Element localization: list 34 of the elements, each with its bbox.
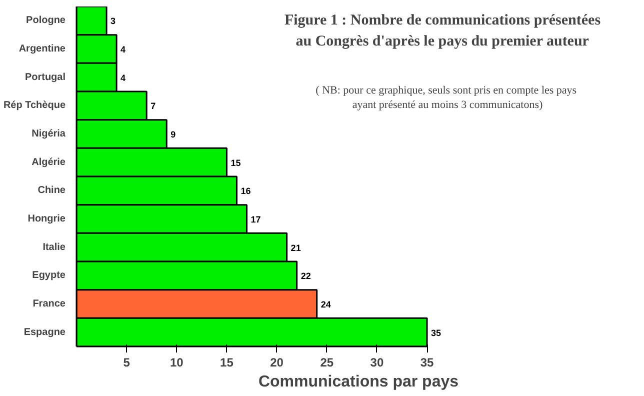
y-tick-label: Argentine <box>18 44 66 54</box>
y-tick-label: France <box>32 298 66 310</box>
y-tick-label: Italie <box>42 242 66 253</box>
annotation: ( NB: pour ce graphique, seuls sont pris en compte les pays ayant présenté au moins 3 communicatons) <box>316 84 577 111</box>
y-tick-label: Nigéria <box>32 128 66 140</box>
data-label: 35 <box>431 328 442 338</box>
y-tick-label: Espagne <box>24 326 66 338</box>
x-tick-label: 35 <box>420 356 434 370</box>
text: Figure 1 : Nombre de communications présentées au Congrès d'après le pays du premier auteur <box>284 12 601 50</box>
data-label: 24 <box>320 300 331 310</box>
data-label: 15 <box>230 158 241 168</box>
y-tick-label: Pologne <box>26 15 66 26</box>
data-label: 9 <box>170 130 176 140</box>
y-tick-label: Rép Tchèque <box>3 100 66 112</box>
x-tick-label: 20 <box>270 356 284 370</box>
x-tick-label: 15 <box>220 356 234 370</box>
data-label: 17 <box>250 214 261 224</box>
data-label: 22 <box>300 271 311 282</box>
x-tick-label: 10 <box>170 356 184 370</box>
data-label: 7 <box>150 101 156 112</box>
data-label: 4 <box>120 44 126 54</box>
x-tick-label: 25 <box>320 356 334 370</box>
y-tick-label: Algérie <box>32 156 66 168</box>
y-tick-label: Chine <box>38 185 66 196</box>
data-label: 16 <box>240 186 251 196</box>
data-label: 21 <box>290 242 301 253</box>
x-tick-label: 30 <box>370 356 384 370</box>
data-label: 4 <box>120 72 126 83</box>
x-tick-label: 5 <box>123 356 130 370</box>
y-tick-label: Egypte <box>32 270 66 282</box>
y-tick-label: Hongrie <box>28 214 66 224</box>
x-axis-title: Communications par pays <box>258 374 459 390</box>
y-tick-label: Portugal <box>24 72 66 83</box>
data-label: 3 <box>110 16 116 26</box>
